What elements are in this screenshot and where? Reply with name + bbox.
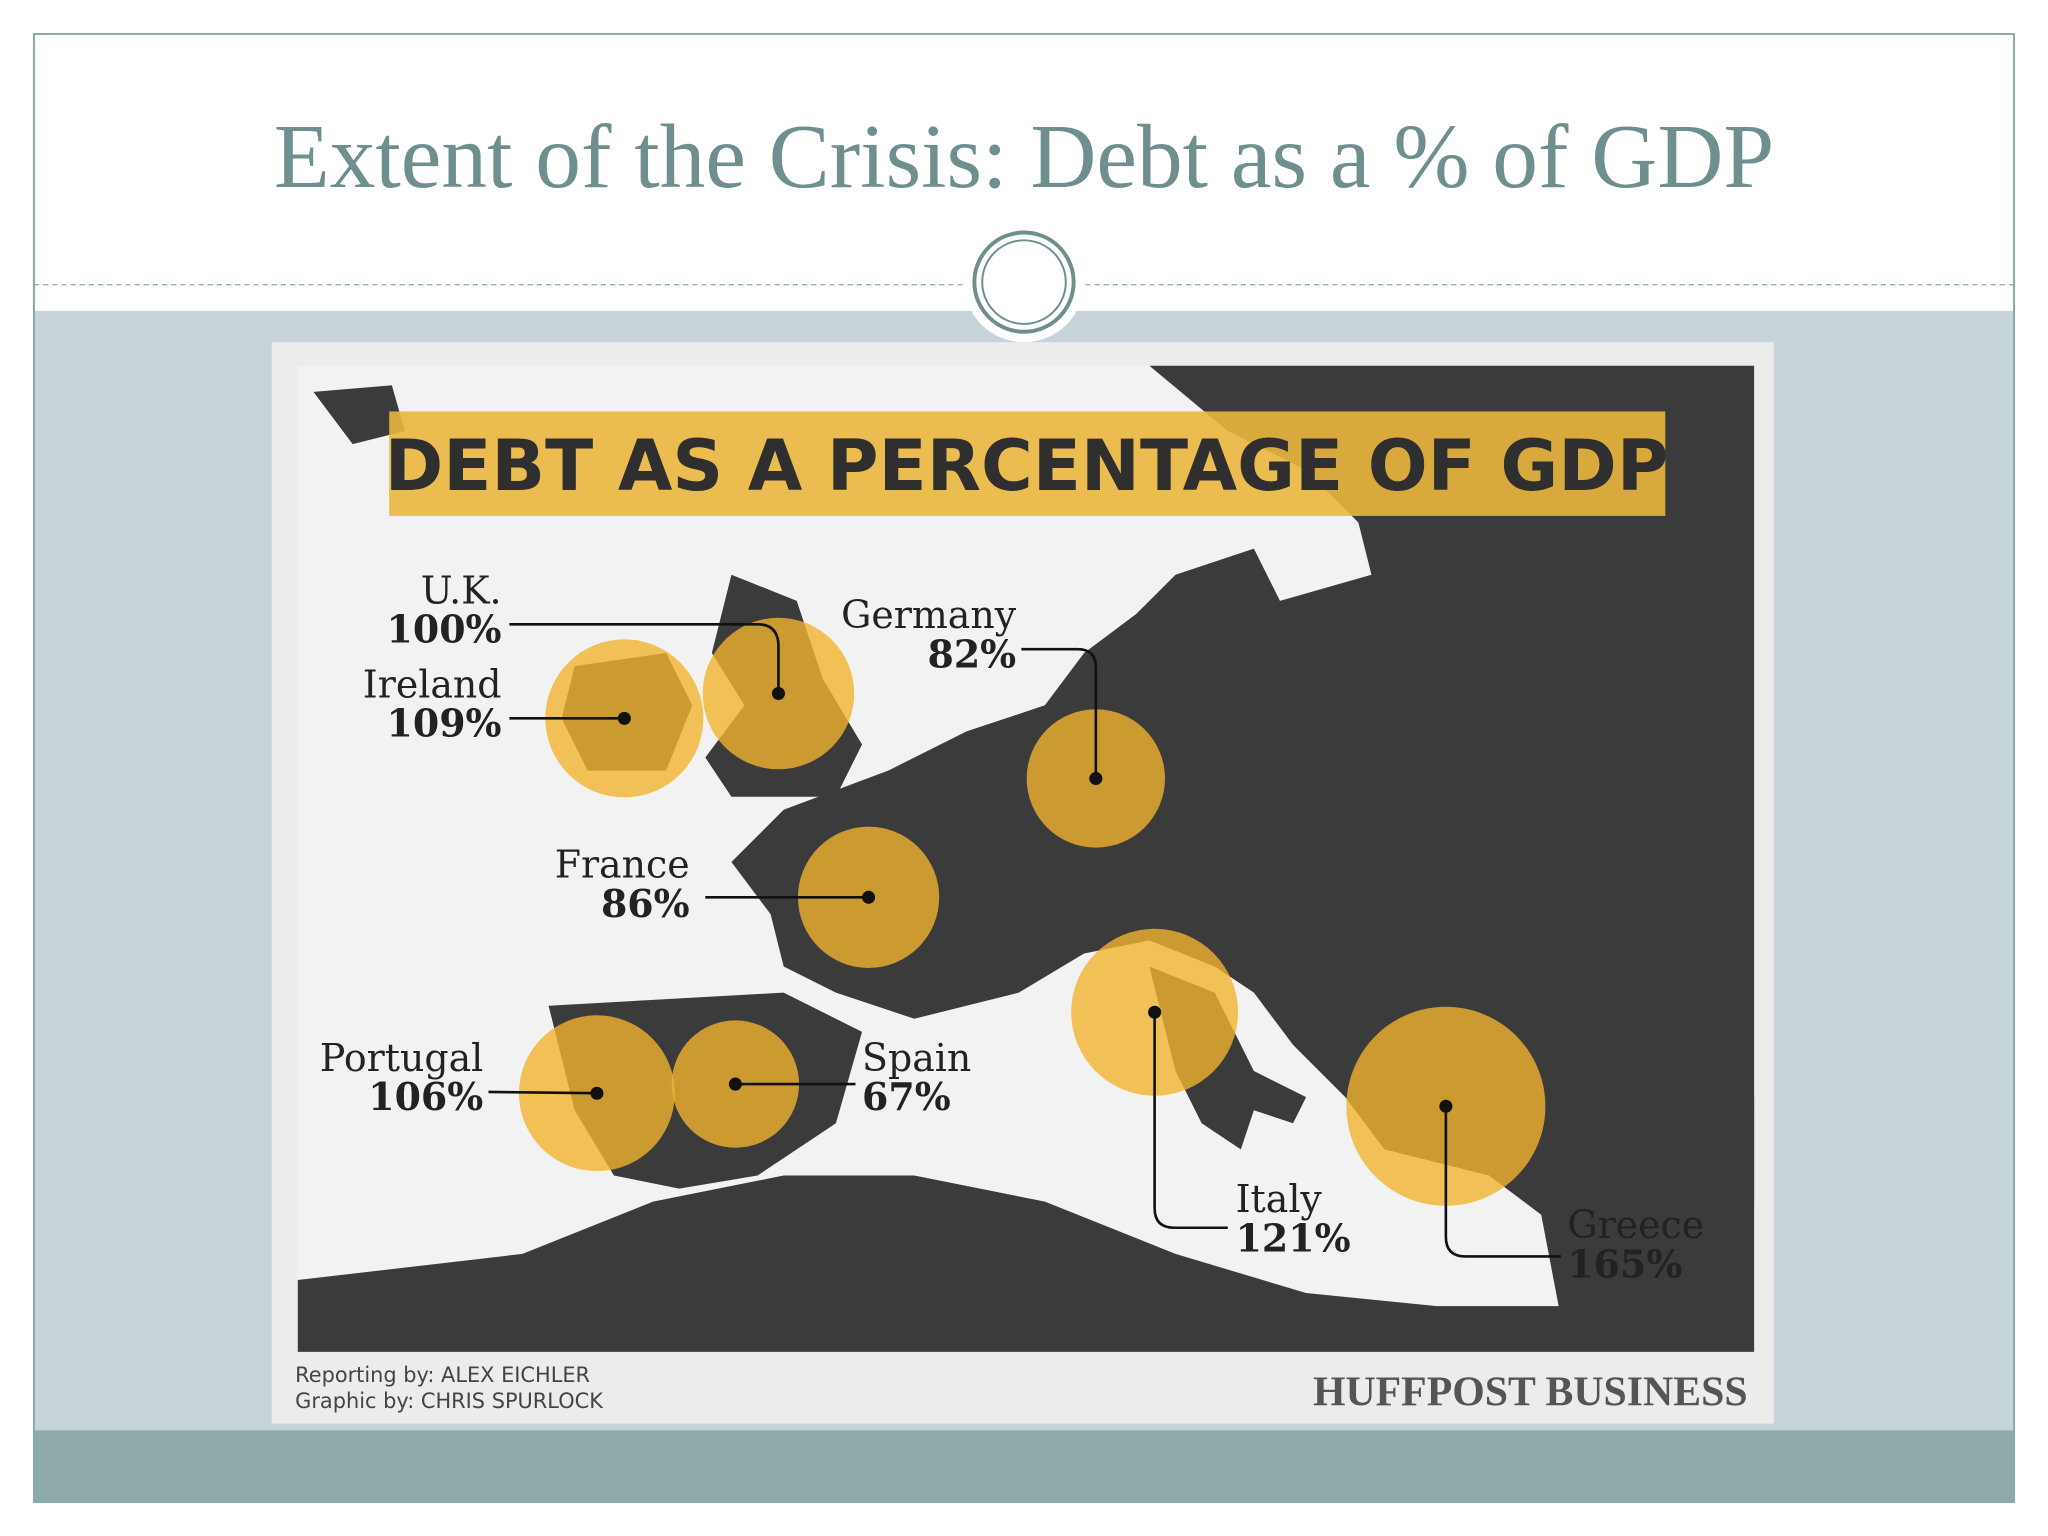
country-value: 67% [862, 1074, 951, 1119]
brand: HUFFPOST BUSINESS [1313, 1369, 1748, 1415]
marker-dot [862, 890, 876, 904]
leader-line [1153, 1012, 1228, 1230]
country-name: Spain [862, 1036, 971, 1080]
leader-line [1444, 1106, 1561, 1258]
leader-line [488, 1090, 597, 1095]
leader-line [509, 623, 780, 694]
ornament-ring [981, 239, 1067, 325]
country-value: 165% [1567, 1241, 1682, 1286]
ornament-ring [972, 230, 1076, 334]
map [297, 365, 1755, 1352]
country-value: 121% [1236, 1215, 1351, 1260]
marker-dot [1148, 1005, 1162, 1019]
country-value: 109% [387, 701, 502, 746]
slide-border [32, 32, 2016, 1504]
credit: Reporting by: ALEX EICHLER [295, 1363, 590, 1387]
country-value: 106% [368, 1074, 483, 1119]
marker-dot [617, 711, 631, 725]
marker-dot [1439, 1099, 1453, 1113]
country-name: Greece [1567, 1203, 1704, 1247]
marker-dot [590, 1086, 604, 1100]
title-banner [389, 411, 1666, 516]
marker-dot [1089, 771, 1103, 785]
country-name: Italy [1236, 1177, 1323, 1221]
country-name: U.K. [421, 568, 502, 612]
country-value: 82% [927, 631, 1016, 676]
country-name: Germany [841, 593, 1017, 637]
footer-band [33, 1430, 2015, 1503]
country-value: 86% [601, 881, 690, 926]
country-value: 100% [387, 607, 502, 652]
bubbles [488, 617, 1561, 1258]
country-name: France [555, 843, 690, 887]
credit: Graphic by: CHRIS SPURLOCK [295, 1389, 604, 1413]
country-name: Ireland [363, 662, 502, 706]
slide-title: Extent of the Crisis: Debt as a % of GDP [274, 106, 1774, 207]
marker-dot [771, 687, 785, 701]
marker-dot [728, 1077, 742, 1091]
leader-line [1021, 647, 1098, 779]
map-title: DEBT AS A PERCENTAGE OF GDP [385, 425, 1669, 507]
country-name: Portugal [320, 1036, 483, 1080]
